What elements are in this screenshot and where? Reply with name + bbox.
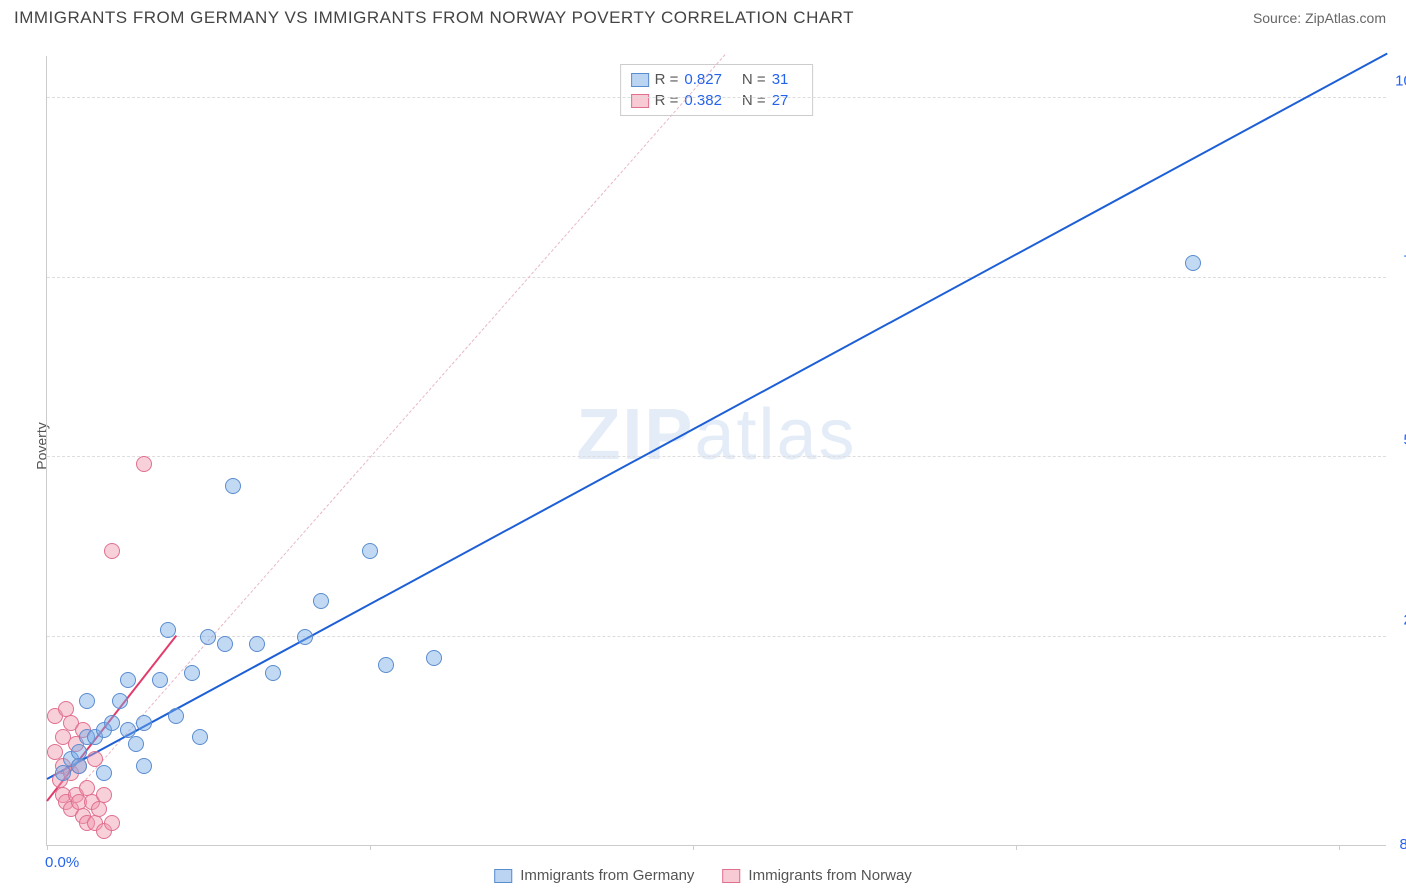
data-point [96, 765, 112, 781]
data-point [378, 657, 394, 673]
legend-row-germany: R = 0.827 N = 31 [631, 69, 803, 90]
swatch-pink-icon [722, 869, 740, 883]
data-point [136, 715, 152, 731]
watermark-text: ZIPatlas [576, 394, 856, 476]
data-point [160, 622, 176, 638]
y-tick-label: 100.0% [1395, 73, 1406, 90]
data-point [200, 629, 216, 645]
data-point [104, 543, 120, 559]
source-attribution: Source: ZipAtlas.com [1253, 10, 1386, 26]
scatter-plot-area: ZIPatlas R = 0.827 N = 31 R = 0.382 N = … [46, 56, 1386, 846]
data-point [192, 729, 208, 745]
data-point [249, 636, 265, 652]
data-point [426, 650, 442, 666]
data-point [168, 708, 184, 724]
x-tick [693, 845, 694, 850]
data-point [104, 815, 120, 831]
x-tick-label: 0.0% [45, 854, 79, 871]
data-point [120, 672, 136, 688]
data-point [55, 765, 71, 781]
data-point [1185, 255, 1201, 271]
trend-line [79, 54, 726, 787]
swatch-blue-icon [631, 73, 649, 87]
grid-line [47, 277, 1386, 278]
data-point [96, 787, 112, 803]
grid-line [47, 456, 1386, 457]
trend-line [47, 53, 1388, 780]
swatch-pink-icon [631, 94, 649, 108]
data-point [313, 593, 329, 609]
data-point [128, 736, 144, 752]
series-legend: Immigrants from Germany Immigrants from … [494, 867, 912, 884]
x-tick [1339, 845, 1340, 850]
data-point [184, 665, 200, 681]
data-point [79, 693, 95, 709]
data-point [91, 801, 107, 817]
x-tick [47, 845, 48, 850]
x-tick [1016, 845, 1017, 850]
legend-item-germany: Immigrants from Germany [494, 867, 694, 884]
chart-title: IMMIGRANTS FROM GERMANY VS IMMIGRANTS FR… [14, 8, 854, 28]
data-point [265, 665, 281, 681]
data-point [225, 478, 241, 494]
data-point [104, 715, 120, 731]
legend-row-norway: R = 0.382 N = 27 [631, 90, 803, 111]
x-tick [370, 845, 371, 850]
correlation-legend: R = 0.827 N = 31 R = 0.382 N = 27 [620, 64, 814, 116]
data-point [217, 636, 233, 652]
data-point [112, 693, 128, 709]
legend-item-norway: Immigrants from Norway [722, 867, 911, 884]
swatch-blue-icon [494, 869, 512, 883]
data-point [136, 758, 152, 774]
data-point [136, 456, 152, 472]
data-point [71, 758, 87, 774]
grid-line [47, 97, 1386, 98]
data-point [362, 543, 378, 559]
data-point [152, 672, 168, 688]
x-tick-label: 80.0% [1399, 836, 1406, 853]
grid-line [47, 636, 1386, 637]
data-point [297, 629, 313, 645]
